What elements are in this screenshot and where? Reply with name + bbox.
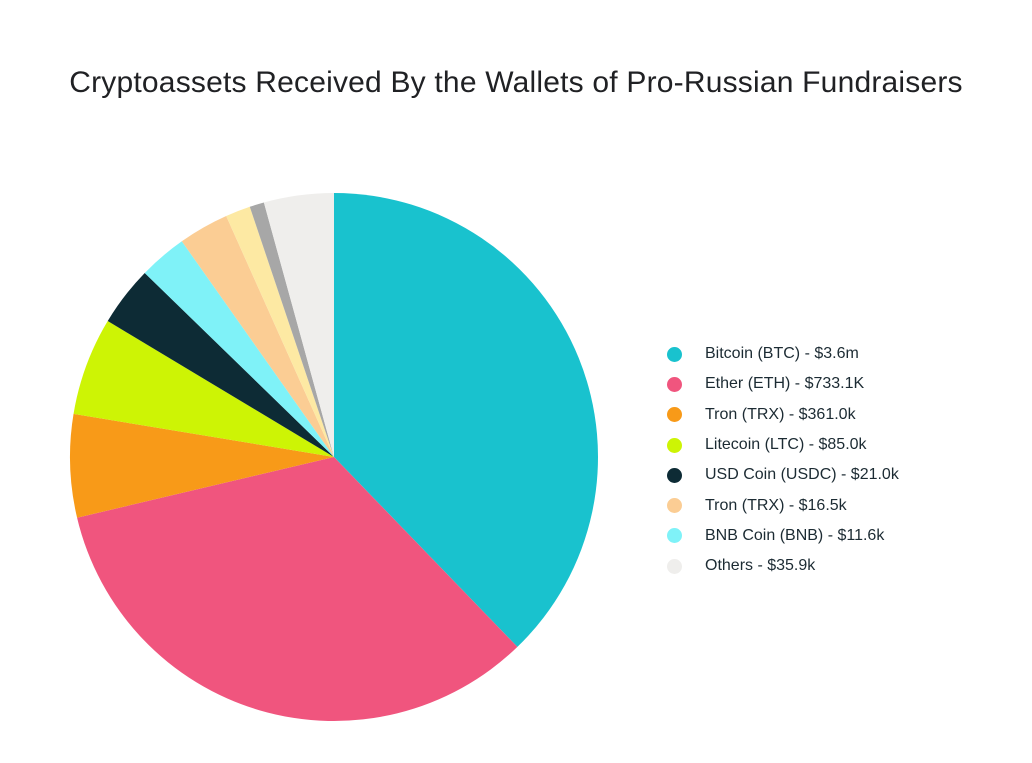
- pie-slice-others-9: [263, 193, 334, 457]
- legend-label: Ether (ETH) - $733.1K: [705, 375, 865, 393]
- legend-label: Bitcoin (BTC) - $3.6m: [705, 345, 859, 363]
- legend-item-ether-eth: Ether (ETH) - $733.1K: [667, 369, 899, 399]
- legend-label: Others - $35.9k: [705, 557, 816, 575]
- legend-item-tron-trx: Tron (TRX) - $16.5k: [667, 490, 899, 520]
- pie-chart: [69, 193, 599, 722]
- legend-label: Litecoin (LTC) - $85.0k: [705, 436, 867, 454]
- legend-label: Tron (TRX) - $361.0k: [705, 405, 856, 423]
- legend-swatch-icon: [667, 407, 682, 423]
- pie-slice-tron-trx-6: [181, 216, 334, 457]
- pie-slice-ether-eth-1: [77, 457, 518, 722]
- legend-item-tron-trx: Tron (TRX) - $361.0k: [667, 400, 899, 430]
- legend-item-bnb-coin-bnb: BNB Coin (BNB) - $11.6k: [667, 521, 899, 551]
- legend-swatch-icon: [667, 467, 682, 483]
- legend-swatch-icon: [667, 346, 682, 362]
- legend-swatch-icon: [667, 528, 682, 544]
- legend-label: USD Coin (USDC) - $21.0k: [705, 466, 899, 484]
- legend-item-bitcoin-btc: Bitcoin (BTC) - $3.6m: [667, 339, 899, 369]
- pie-slice-litecoin-ltc-3: [73, 321, 334, 457]
- chart-title: Cryptoassets Received By the Wallets of …: [69, 66, 963, 99]
- pie-slice-unlabeled-7: [226, 206, 334, 457]
- legend-item-usd-coin-usdc: USD Coin (USDC) - $21.0k: [667, 460, 899, 490]
- legend-label: BNB Coin (BNB) - $11.6k: [705, 526, 885, 544]
- pie-slice-tron-trx-2: [69, 413, 334, 518]
- legend-swatch-icon: [667, 558, 682, 574]
- legend-item-litecoin-ltc: Litecoin (LTC) - $85.0k: [667, 430, 899, 460]
- pie-slice-bitcoin-btc-0: [334, 193, 599, 647]
- legend-label: Tron (TRX) - $16.5k: [705, 496, 847, 514]
- legend-swatch-icon: [667, 498, 682, 514]
- legend-item-others: Others - $35.9k: [667, 551, 899, 581]
- pie-slice-unlabeled-8: [249, 202, 334, 457]
- legend-swatch-icon: [667, 437, 682, 453]
- chart-legend: Bitcoin (BTC) - $3.6m Ether (ETH) - $733.…: [667, 339, 899, 581]
- legend-swatch-icon: [667, 376, 682, 392]
- pie-slice-usd-coin-usdc-4: [107, 272, 334, 457]
- pie-slice-bnb-coin-bnb-5: [144, 241, 334, 457]
